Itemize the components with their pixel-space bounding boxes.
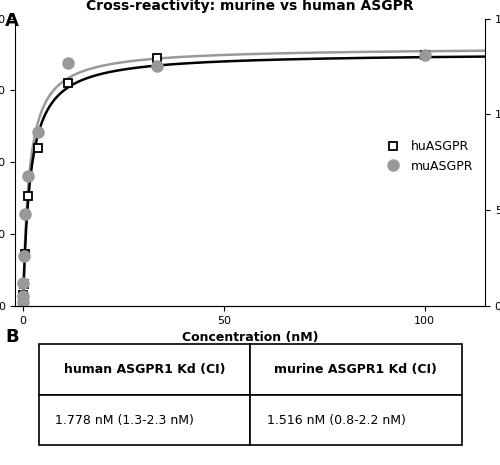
- Text: A: A: [5, 12, 19, 30]
- Legend: huASGPR, muASGPR: huASGPR, muASGPR: [375, 135, 479, 178]
- X-axis label: Concentration (nM): Concentration (nM): [182, 331, 318, 344]
- Title: Cross-reactivity: murine vs human ASGPR: Cross-reactivity: murine vs human ASGPR: [86, 0, 414, 13]
- Text: B: B: [5, 328, 18, 346]
